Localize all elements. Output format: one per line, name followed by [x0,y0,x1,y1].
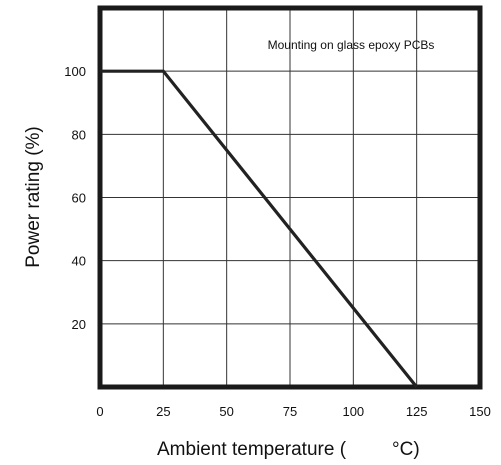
x-tick-label: 50 [219,404,233,419]
x-axis-unit: °C) [392,439,420,460]
y-tick-label: 20 [72,317,86,332]
y-axis-title: Power rating (%) [23,126,44,268]
x-tick-label: 125 [406,404,428,419]
x-tick-label: 75 [283,404,297,419]
x-tick-label: 150 [469,404,491,419]
y-tick-label: 60 [72,191,86,206]
grid-lines [100,8,480,387]
y-tick-label: 80 [72,127,86,142]
data-series [100,69,418,389]
x-tick-label: 25 [156,404,170,419]
x-tick-label: 100 [342,404,364,419]
plot-frame [97,5,483,390]
y-tick-label: 40 [72,254,86,269]
x-axis-title: Ambient temperature ( [157,439,347,460]
x-tick-label: 0 [96,404,103,419]
chart-annotation: Mounting on glass epoxy PCBs [268,38,435,52]
y-tick-label: 100 [64,64,86,79]
plot-border [97,5,483,390]
tick-labels: 0 25 50 75 100 125 150 20 40 60 80 100 [64,64,491,419]
derating-curve [100,69,418,389]
